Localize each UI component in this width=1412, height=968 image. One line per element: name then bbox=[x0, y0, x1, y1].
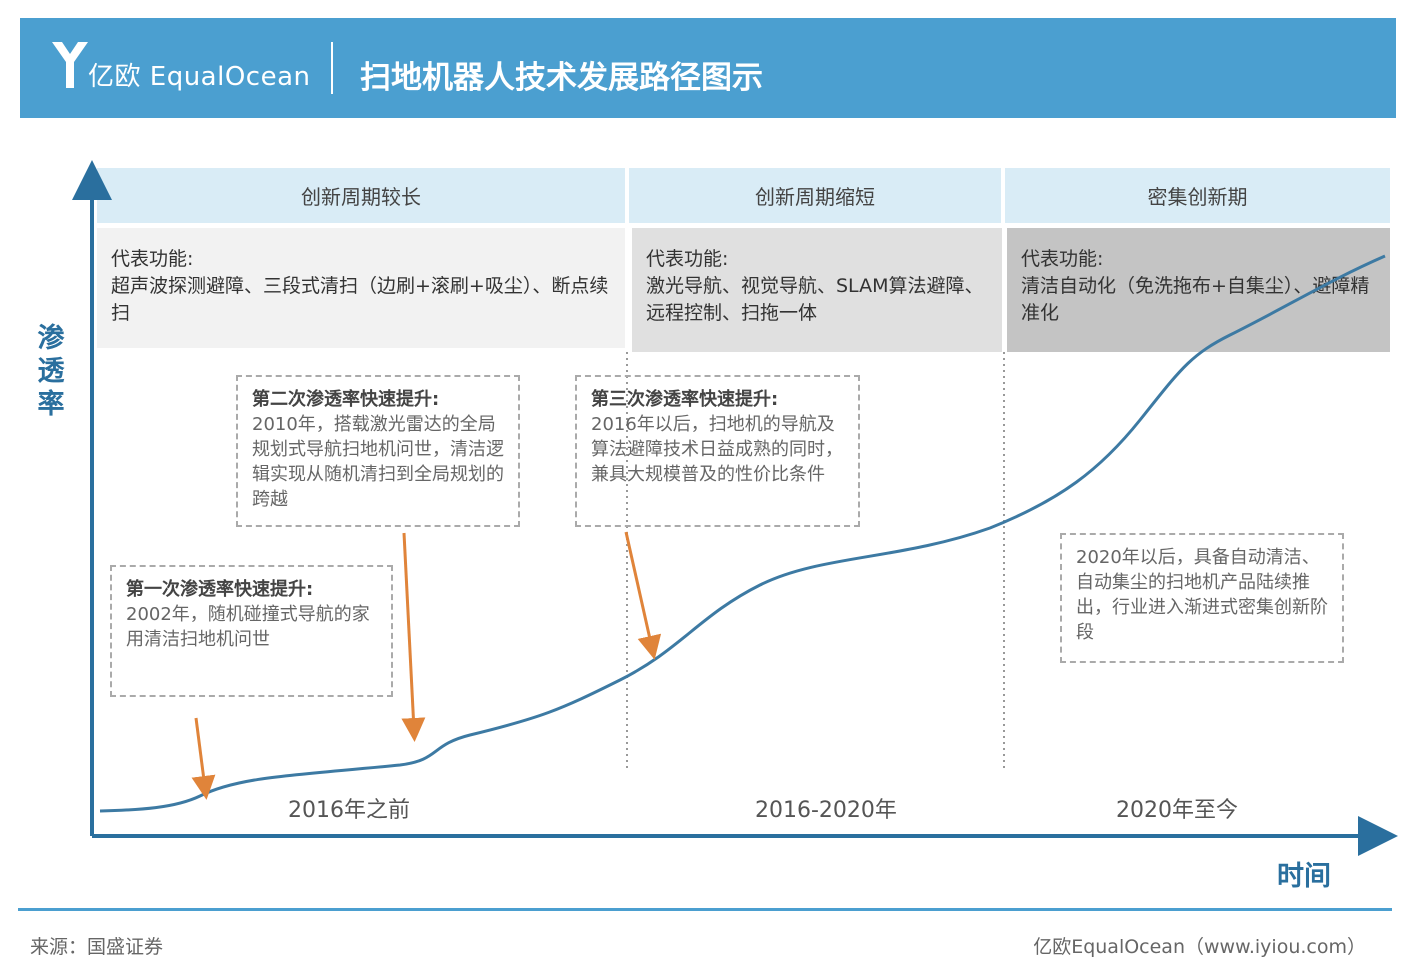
equalocean-logo-icon bbox=[52, 42, 88, 88]
stage-3-feature-title: 代表功能: bbox=[1021, 248, 1104, 270]
note-2-title: 第二次渗透率快速提升: bbox=[252, 389, 440, 410]
period-label-3: 2020年至今 bbox=[1116, 798, 1238, 823]
header-bar bbox=[20, 18, 1396, 118]
stage-2-feature-title: 代表功能: bbox=[646, 248, 729, 270]
stage-3-head: 密集创新期 bbox=[1005, 168, 1390, 223]
page-title: 扫地机器人技术发展路径图示 bbox=[360, 60, 763, 96]
arrow-first-rise bbox=[191, 717, 216, 800]
logo-text: 亿欧 EqualOcean bbox=[88, 62, 311, 92]
stage-2-head: 创新周期缩短 bbox=[629, 168, 1001, 223]
footer-divider bbox=[18, 908, 1392, 911]
note-1-title: 第一次渗透率快速提升: bbox=[126, 579, 314, 600]
period-label-1: 2016年之前 bbox=[288, 798, 410, 823]
y-axis-label: 渗透率 bbox=[37, 323, 65, 420]
period-label-2: 2016-2020年 bbox=[755, 798, 897, 823]
note-1-body: 2002年，随机碰撞式导航的家用清洁扫地机问世 bbox=[126, 604, 370, 650]
note-dense-innovation: 2020年以后，具备自动清洁、自动集尘的扫地机产品陆续推出，行业进入渐进式密集创… bbox=[1060, 533, 1344, 663]
stage-3-feature-list: 清洁自动化（免洗拖布+自集尘）、避障精准化 bbox=[1021, 275, 1370, 324]
x-axis-label: 时间 bbox=[1277, 861, 1331, 892]
penetration-curve bbox=[99, 254, 1386, 813]
source-text: 来源：国盛证券 bbox=[30, 936, 164, 958]
stage-1-feature-title: 代表功能: bbox=[111, 248, 194, 270]
note-2-body: 2010年，搭载激光雷达的全局规划式导航扫地机问世，清洁逻辑实现从随机清扫到全局… bbox=[252, 414, 504, 510]
stage-1-features: 代表功能: 超声波探测避障、三段式清扫（边刷+滚刷+吸尘）、断点续扫 bbox=[97, 228, 625, 348]
note-3-body: 2016年以后，扫地机的导航及算法避障技术日益成熟的同时，兼具大规模普及的性价比… bbox=[591, 414, 843, 485]
note-second-rise: 第二次渗透率快速提升: 2010年，搭载激光雷达的全局规划式导航扫地机问世，清洁… bbox=[236, 375, 520, 527]
note-third-rise: 第三次渗透率快速提升: 2016年以后，扫地机的导航及算法避障技术日益成熟的同时… bbox=[575, 375, 860, 527]
note-first-rise: 第一次渗透率快速提升: 2002年，随机碰撞式导航的家用清洁扫地机问世 bbox=[110, 565, 393, 697]
stage-1-feature-list: 超声波探测避障、三段式清扫（边刷+滚刷+吸尘）、断点续扫 bbox=[111, 275, 609, 324]
stage-2-feature-list: 激光导航、视觉导航、SLAM算法避障、远程控制、扫拖一体 bbox=[646, 275, 984, 324]
note-3-title: 第三次渗透率快速提升: bbox=[591, 389, 779, 410]
note-4-body: 2020年以后，具备自动清洁、自动集尘的扫地机产品陆续推出，行业进入渐进式密集创… bbox=[1076, 547, 1328, 643]
header-divider bbox=[331, 42, 333, 94]
arrow-third-rise bbox=[624, 531, 662, 660]
arrow-second-rise bbox=[401, 532, 426, 742]
credit-text: 亿欧EqualOcean（www.iyiou.com） bbox=[1033, 936, 1366, 958]
stage-2-features: 代表功能: 激光导航、视觉导航、SLAM算法避障、远程控制、扫拖一体 bbox=[632, 228, 1002, 352]
stage-1-head: 创新周期较长 bbox=[97, 168, 625, 223]
stage-3-features: 代表功能: 清洁自动化（免洗拖布+自集尘）、避障精准化 bbox=[1007, 228, 1390, 352]
